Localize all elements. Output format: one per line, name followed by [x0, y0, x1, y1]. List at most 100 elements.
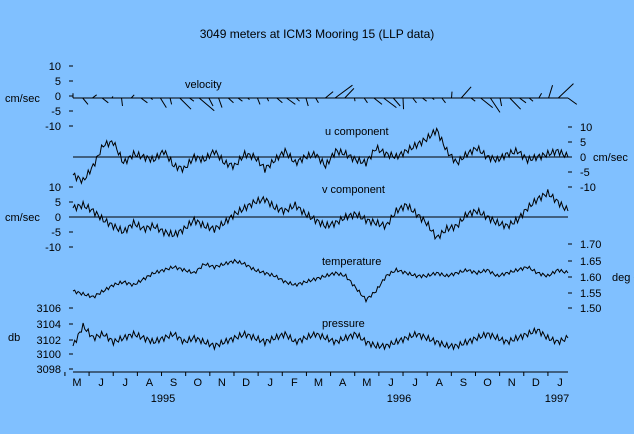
month-label: J [412, 377, 418, 389]
velocity-stick [256, 97, 261, 105]
velocity-stick [412, 97, 417, 104]
velocity-stick [499, 97, 503, 107]
velocity-stick [431, 97, 435, 100]
velocity-stick [538, 92, 543, 99]
velocity-stick [92, 94, 97, 99]
panel-temperature: temperature deg C 1.70 1.65 1.60 1.55 1.50 [72, 239, 634, 315]
panel-v-component: v component cm/sec 10 5 0 -5 -10 [5, 182, 569, 254]
velocity-stick [392, 97, 401, 107]
velocity-stick [198, 97, 215, 112]
velocity-stick [189, 97, 195, 102]
y-tick-label: -5 [51, 227, 61, 239]
series-label: u component [325, 126, 389, 138]
y-tick-label: -10 [45, 242, 61, 254]
year-label: 1996 [387, 393, 411, 405]
velocity-stick [363, 97, 368, 104]
velocity-stick [315, 97, 319, 104]
panel-velocity: velocity cm/sec 10 5 0 -5 -10 [5, 61, 578, 133]
month-label: N [508, 377, 516, 389]
month-label: M [314, 377, 323, 389]
velocity-stick [266, 97, 270, 102]
y-tick-label: -5 [580, 167, 590, 179]
month-label: S [170, 377, 177, 389]
velocity-stick [528, 97, 534, 102]
y-tick-label: 1.50 [580, 303, 601, 315]
velocity-stick [237, 97, 243, 102]
velocity-stick [489, 97, 501, 113]
velocity-stick [82, 97, 89, 105]
y-tick-label: 0 [55, 91, 61, 103]
month-label: D [242, 377, 250, 389]
velocity-stick [334, 84, 353, 99]
velocity-stick [441, 97, 446, 104]
month-label: J [267, 377, 273, 389]
unit-label: cm/sec [5, 93, 40, 105]
y-tick-label: 0 [580, 152, 586, 164]
y-tick-label: 3100 [37, 349, 61, 361]
velocity-stick [460, 86, 472, 99]
series-label: temperature [322, 256, 381, 268]
y-tick-label: 0 [55, 212, 61, 224]
y-tick-label: -10 [45, 121, 61, 133]
month-label: N [218, 377, 226, 389]
month-label: A [436, 377, 444, 389]
velocity-stick [353, 97, 356, 102]
y-tick-label: 1.60 [580, 272, 601, 284]
y-tick-label: 5 [55, 197, 61, 209]
month-label: O [483, 377, 492, 389]
velocity-stick [557, 83, 574, 99]
series-label: v component [322, 184, 385, 196]
velocity-stick [402, 97, 405, 110]
series-line [72, 127, 569, 185]
velocity-stick [130, 94, 135, 99]
velocity-stick [227, 97, 234, 104]
month-label: J [98, 377, 104, 389]
velocity-stick [121, 97, 123, 107]
velocity-stick [247, 97, 250, 100]
y-tick-label: 3098 [37, 364, 61, 376]
velocity-stick [286, 97, 296, 105]
unit-label: deg C [612, 272, 634, 284]
velocity-stick [276, 97, 283, 104]
velocity-stick [519, 97, 527, 104]
y-tick-label: 3104 [37, 319, 61, 331]
velocity-stick [373, 97, 383, 105]
series-line [72, 322, 569, 352]
unit-label: db [8, 332, 20, 344]
month-label: A [146, 377, 154, 389]
velocity-stick [422, 97, 427, 102]
y-tick-label: 1.65 [580, 256, 601, 268]
chart-title: 3049 meters at ICM3 Mooring 15 (LLP data… [200, 27, 435, 41]
panel-pressure: pressure db 3106 3104 3102 3100 3098 [8, 303, 569, 376]
month-label: O [193, 377, 202, 389]
velocity-stick [218, 97, 223, 108]
velocity-stick [169, 97, 173, 105]
y-tick-label: 10 [49, 182, 61, 194]
y-tick-label: 3106 [37, 303, 61, 315]
panel-u-component: u component cm/sec 10 5 0 -5 -10 [72, 122, 628, 194]
unit-label: cm/sec [5, 212, 40, 224]
y-tick-label: 5 [55, 76, 61, 88]
month-label: J [388, 377, 394, 389]
x-axis: M J J A S O N D J F M A M J J A S O N D J 1995 1996 1997 [64, 371, 569, 405]
y-tick-label: -5 [51, 106, 61, 118]
velocity-stick [480, 97, 494, 108]
velocity-stick [548, 85, 554, 99]
velocity-stick [208, 97, 214, 107]
y-tick-label: 10 [580, 122, 592, 134]
series-line [72, 258, 569, 304]
y-tick-label: 10 [49, 61, 61, 73]
month-label: M [362, 377, 371, 389]
y-tick-label: 1.55 [580, 288, 601, 300]
month-label: M [72, 377, 81, 389]
y-tick-label: -10 [580, 182, 596, 194]
velocity-stick [567, 97, 578, 105]
velocity-stick [179, 97, 192, 110]
velocity-stick [470, 97, 476, 102]
panels: velocity cm/sec 10 5 0 -5 -10 u component cm/sec… [5, 61, 634, 376]
month-label: S [460, 377, 467, 389]
y-tick-label: 3102 [37, 335, 61, 347]
velocity-stick [509, 97, 522, 110]
velocity-stick [150, 97, 153, 100]
month-label: J [123, 377, 129, 389]
